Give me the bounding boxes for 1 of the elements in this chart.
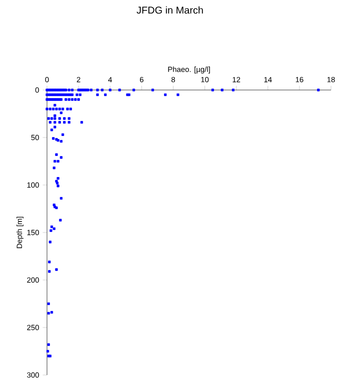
chart-title: JFDG in March: [136, 6, 203, 14]
